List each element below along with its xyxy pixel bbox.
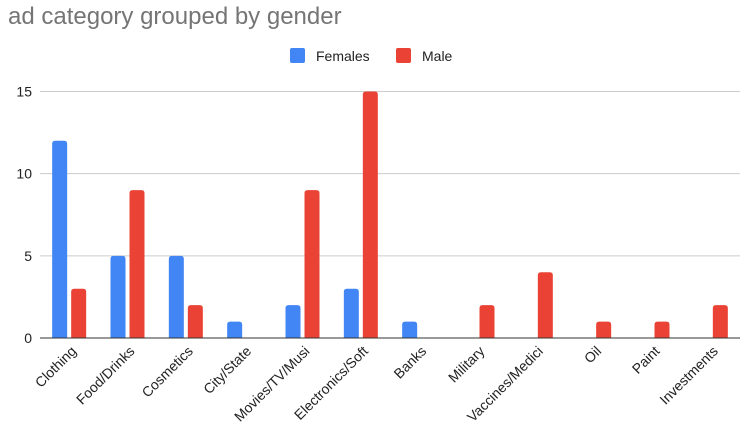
x-tick-label: Cosmetics (138, 343, 196, 401)
bars (52, 91, 728, 338)
bar-male (187, 305, 203, 338)
bar-male (596, 321, 612, 338)
bar-females (285, 305, 301, 338)
bar-male (537, 272, 553, 338)
bar-male (654, 321, 670, 338)
legend-swatch (396, 48, 411, 63)
x-tick-label: Investments (656, 343, 721, 408)
legend-item-male[interactable]: Male (396, 48, 453, 64)
bar-females (343, 288, 359, 338)
bar-male (129, 190, 145, 338)
x-tick-label: Oil (581, 343, 604, 366)
legend-label: Females (316, 48, 370, 64)
x-tick-label: Food/Drinks (73, 343, 138, 408)
bar-females (227, 321, 243, 338)
bar-male (362, 91, 378, 338)
bar-male (304, 190, 320, 338)
y-tick-label: 0 (24, 330, 32, 346)
bar-male (71, 288, 87, 338)
y-axis-ticks: 0 5 10 15 (16, 83, 32, 346)
legend: Females Male (290, 48, 453, 64)
grid-lines (40, 90, 740, 257)
y-tick-label: 10 (16, 166, 32, 182)
x-tick-label: Paint (629, 343, 663, 377)
x-tick-label: Banks (390, 343, 429, 382)
chart-title: ad category grouped by gender (8, 3, 342, 30)
bar-females (168, 255, 184, 338)
legend-item-females[interactable]: Females (290, 48, 370, 64)
legend-label: Male (422, 48, 453, 64)
bar-females (110, 255, 126, 338)
x-tick-label: Military (445, 343, 488, 386)
y-tick-label: 15 (16, 83, 32, 99)
x-tick-label: Clothing (32, 343, 80, 391)
y-tick-label: 5 (24, 248, 32, 264)
bar-male (479, 305, 495, 338)
x-tick-label: City/State (200, 343, 254, 397)
bar-male (712, 305, 728, 338)
legend-swatch (290, 48, 305, 63)
bar-females (402, 321, 418, 338)
bar-females (52, 140, 68, 338)
